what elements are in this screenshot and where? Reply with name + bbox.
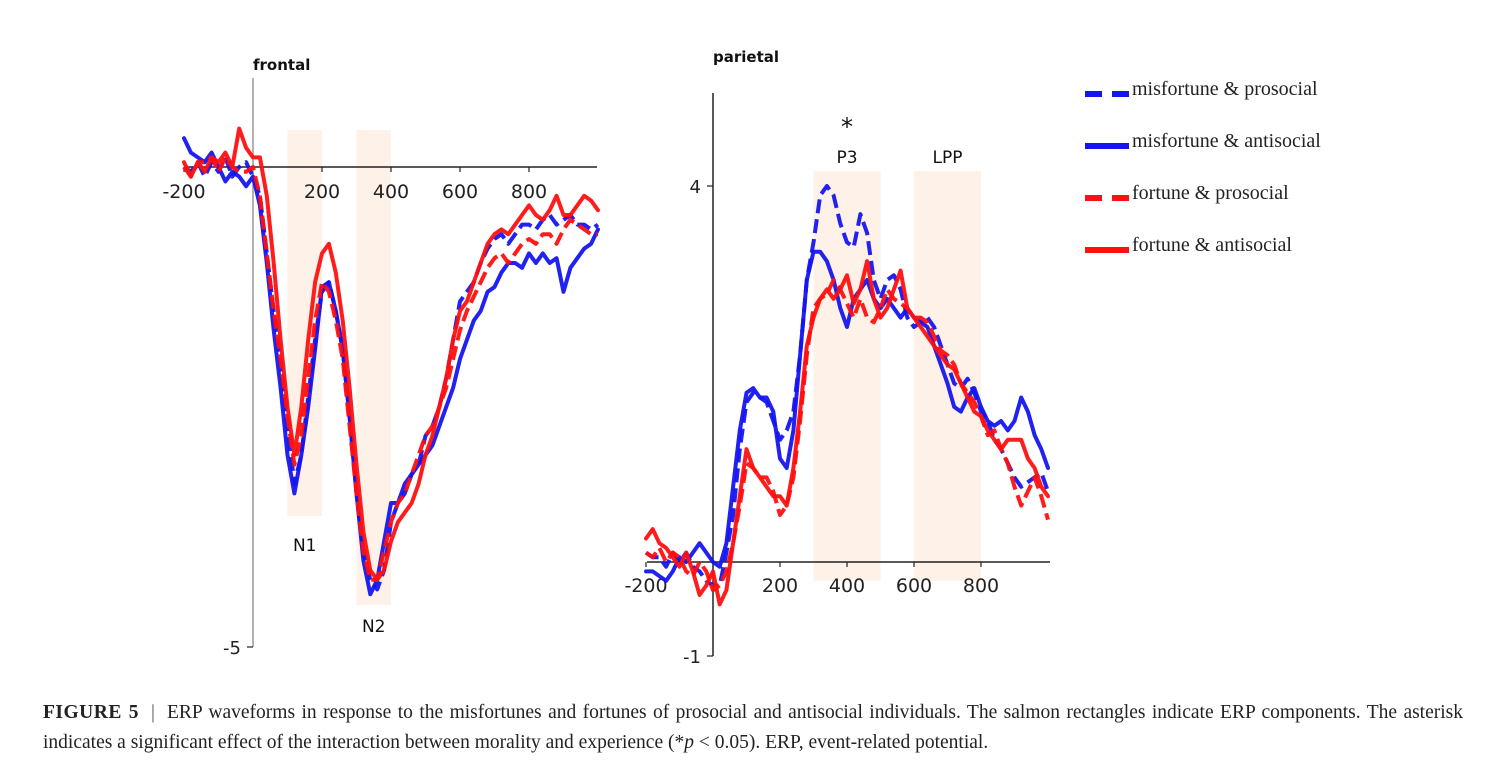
x-tick-label: 400	[373, 181, 409, 203]
erp-figure: -200 200 400 600 800 -5 frontal N1 N2 -200 200 400…	[0, 0, 1494, 690]
x-tick-label: 800	[963, 575, 999, 597]
y-tick-label: -5	[223, 638, 241, 659]
component-label-n1: N1	[293, 536, 317, 556]
component-label-p3: P3	[836, 148, 857, 168]
y-tick-label: 4	[690, 177, 701, 198]
component-label-lpp: LPP	[933, 148, 963, 168]
x-tick-label: -200	[162, 181, 205, 203]
x-tick-label: 600	[896, 575, 932, 597]
x-tick-label: 400	[829, 575, 865, 597]
legend-swatch-dashed-red	[1085, 195, 1129, 201]
x-tick-label: 200	[762, 575, 798, 597]
p-symbol: p	[684, 732, 694, 753]
legend-label: misfortune & antisocial	[1132, 130, 1321, 153]
caption-text-2: < 0.05). ERP, event-related potential.	[694, 732, 988, 753]
component-window-p3	[814, 171, 881, 581]
significance-asterisk: *	[841, 113, 853, 141]
caption-separator: |	[151, 702, 155, 723]
legend-swatch-solid-red	[1085, 247, 1129, 253]
panel-title: parietal	[713, 48, 779, 66]
figure-caption: FIGURE 5 | ERP waveforms in response to th…	[43, 698, 1463, 758]
legend-label: misfortune & prosocial	[1132, 78, 1318, 101]
figure-label: FIGURE 5	[43, 702, 139, 723]
x-tick-label: 800	[511, 181, 547, 203]
legend-swatch-solid-blue	[1085, 143, 1129, 149]
legend-label: fortune & prosocial	[1132, 182, 1289, 205]
legend-swatch-dashed-blue	[1085, 91, 1129, 97]
legend-label: fortune & antisocial	[1132, 234, 1292, 257]
x-tick-label: 600	[442, 181, 478, 203]
x-tick-label: 200	[304, 181, 340, 203]
component-window-lpp	[914, 171, 981, 581]
frontal-panel: -200 200 400 600 800 -5 frontal N1 N2	[162, 56, 598, 659]
y-tick-label: -1	[683, 647, 701, 668]
panel-title: frontal	[253, 56, 310, 74]
component-label-n2: N2	[362, 617, 386, 637]
